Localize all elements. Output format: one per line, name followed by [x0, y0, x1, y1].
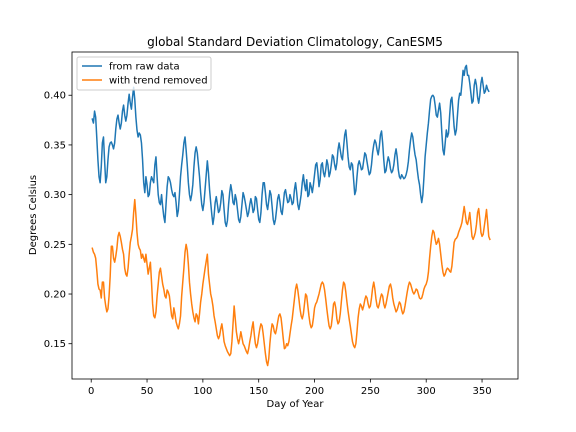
x-tick-label: 350 — [472, 386, 491, 397]
legend: from raw data with trend removed — [76, 56, 212, 91]
y-tick-label: 0.35 — [44, 140, 66, 151]
plot-frame — [71, 51, 519, 380]
y-tick-label: 0.40 — [44, 91, 66, 102]
x-tick-label: 0 — [88, 386, 94, 397]
legend-label-1: from raw data — [109, 62, 180, 73]
x-axis: 0 50 100 150 200 250 300 350 — [88, 379, 492, 397]
x-tick-label: 150 — [249, 386, 268, 397]
y-tick-label: 0.20 — [44, 290, 66, 301]
y-tick-label: 0.30 — [44, 190, 66, 201]
legend-label-2: with trend removed — [109, 76, 208, 87]
y-axis-label: Degrees Celsius — [28, 175, 39, 255]
series-line-2 — [91, 198, 491, 367]
series-layer — [91, 64, 491, 367]
x-axis-label: Day of Year — [267, 399, 325, 410]
y-axis: 0.15 0.20 0.25 0.30 0.35 0.40 — [44, 91, 72, 350]
series-line-1 — [91, 64, 490, 228]
chart-title: global Standard Deviation Climatology, C… — [147, 35, 443, 49]
x-tick-label: 250 — [361, 386, 380, 397]
y-tick-label: 0.15 — [44, 339, 66, 350]
x-tick-label: 300 — [417, 386, 436, 397]
legend-box — [76, 56, 212, 91]
y-tick-label: 0.25 — [44, 240, 66, 251]
x-tick-label: 100 — [193, 386, 212, 397]
x-tick-label: 200 — [305, 386, 324, 397]
x-tick-label: 50 — [141, 386, 154, 397]
